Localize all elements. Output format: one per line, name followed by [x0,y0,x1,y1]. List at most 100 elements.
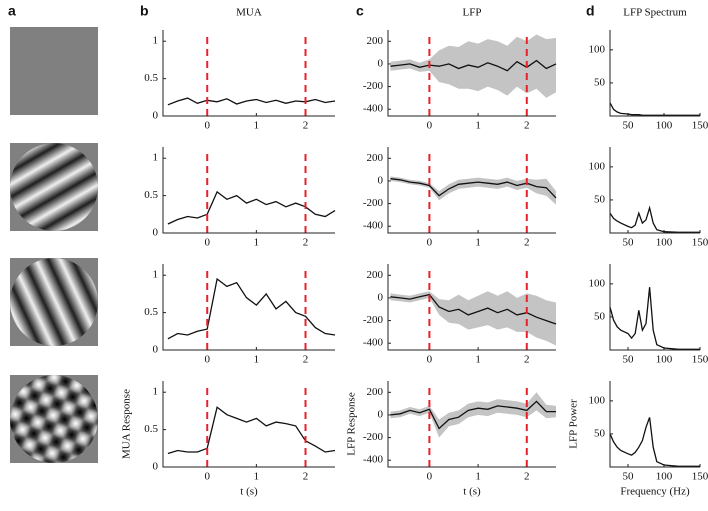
y-tick-label: 200 [367,35,384,47]
x-tick-label: 2 [303,237,309,249]
blank-stimulus [10,27,98,115]
x-tick-label: 1 [254,120,260,132]
y-tick-label: 100 [589,43,606,55]
x-axis-label: t (s) [463,486,481,498]
axes [162,381,335,468]
y-tick-label: -200 [363,314,384,326]
x-tick-label: 50 [623,471,635,483]
y-axis-label: LFP Response [346,392,358,456]
axes [387,264,556,351]
x-tick-label: 1 [475,120,481,132]
error-band [390,176,556,205]
y-tick-label: -400 [363,454,384,466]
x-tick-label: 100 [656,120,673,132]
chart-title: LFP Spectrum [623,7,687,19]
chart: 50 100 50 100 150 [589,147,708,249]
x-tick-label: 0 [204,354,210,366]
axes [162,30,335,117]
x-tick-label: 2 [303,354,309,366]
error-band [390,291,556,346]
y-tick-label: 0 [153,344,159,356]
axes [387,381,556,468]
chart: 200 0 -200 -400 0 1 2 t (s) LFP Response [346,381,556,498]
x-tick-label: 0 [204,471,210,483]
x-tick-label: 1 [475,237,481,249]
error-band [390,392,556,438]
panel-label: c [356,3,364,19]
x-tick-label: 150 [692,471,708,483]
y-tick-label: 0 [378,291,384,303]
y-tick-label: 1 [153,152,159,164]
data-line [609,102,700,116]
axes [387,30,556,117]
x-tick-label: 50 [623,237,635,249]
x-tick-label: 1 [475,471,481,483]
data-line [609,287,700,350]
data-line [390,59,557,72]
data-line [609,417,700,467]
x-tick-label: 1 [254,471,260,483]
y-axis-label: MUA Response [121,389,133,459]
x-tick-label: 0 [204,237,210,249]
axes [609,147,700,234]
x-tick-label: 50 [623,354,635,366]
axes [609,381,700,468]
axes [162,147,335,234]
data-line [167,277,336,340]
chart: LFP 200 0 -200 -400 0 1 2 [363,7,557,132]
x-tick-label: 100 [656,237,673,249]
x-tick-label: 0 [427,471,433,483]
y-tick-label: 0 [153,461,159,473]
x-tick-label: 2 [303,120,309,132]
x-tick-label: 1 [475,354,481,366]
x-tick-label: 50 [623,120,635,132]
y-tick-label: -400 [363,103,384,115]
y-tick-label: -400 [363,220,384,232]
x-tick-label: 2 [303,471,309,483]
y-tick-label: 50 [594,310,606,322]
data-line [390,178,557,199]
chart-title: MUA [236,7,262,19]
chart: 50 100 50 100 150 [589,264,708,366]
y-tick-label: 200 [367,152,384,164]
y-tick-label: 0 [378,174,384,186]
data-line [167,97,336,106]
y-tick-label: 50 [594,427,606,439]
x-tick-label: 2 [524,120,530,132]
x-tick-label: 2 [524,471,530,483]
y-tick-label: 200 [367,269,384,281]
axes [162,264,335,351]
x-tick-label: 150 [692,354,708,366]
grating-stimulus [10,258,98,346]
data-line [390,293,557,325]
y-tick-label: 0 [153,110,159,122]
data-line [390,400,556,430]
chart: 200 0 -200 -400 0 1 2 [363,147,557,249]
y-tick-label: 100 [589,160,606,172]
y-tick-label: 1 [153,35,159,47]
y-tick-label: 0.5 [144,306,158,318]
y-tick-label: -200 [363,197,384,209]
panel-label: d [586,3,595,19]
x-tick-label: 100 [656,471,673,483]
plaid-stimulus [10,375,98,463]
x-tick-label: 0 [427,120,433,132]
data-line [167,190,336,225]
y-tick-label: 100 [589,394,606,406]
x-tick-label: 0 [427,237,433,249]
y-tick-label: 0 [153,227,159,239]
x-tick-label: 0 [204,120,210,132]
chart: LFP Spectrum 50 100 50 100 150 [589,7,708,132]
y-tick-label: 1 [153,386,159,398]
chart: MUA 0 0.5 1 0 1 2 [144,7,336,132]
stimuli [10,27,98,463]
panel-label: a [8,3,16,19]
chart: 0 0.5 1 0 1 2 [144,264,336,366]
x-tick-label: 1 [254,237,260,249]
y-tick-label: -200 [363,431,384,443]
axes [609,264,700,351]
x-axis-label: Frequency (Hz) [620,486,690,498]
y-tick-label: 0 [378,408,384,420]
